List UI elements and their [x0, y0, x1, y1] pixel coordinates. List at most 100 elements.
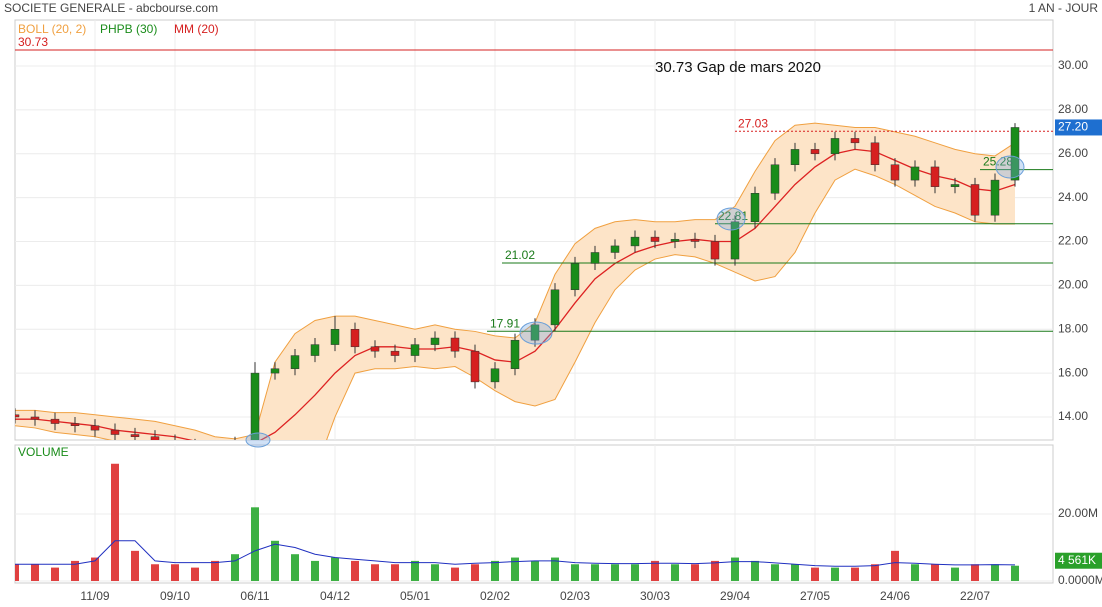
- candle-body: [930, 166, 940, 187]
- volume-bar: [831, 567, 839, 581]
- volume-bar: [931, 564, 939, 581]
- volume-bar: [871, 564, 879, 581]
- legend-phpb: PHPB (30): [100, 22, 157, 36]
- price-plot: [15, 20, 1053, 440]
- candle-body: [550, 289, 560, 326]
- volume-bar: [191, 567, 199, 581]
- volume-bar: [571, 564, 579, 581]
- y-tick-label: 16.00: [1058, 365, 1088, 379]
- volume-bar: [371, 564, 379, 581]
- candle-body: [850, 138, 860, 144]
- level-label: 27.03: [738, 116, 768, 130]
- volume-bar: [771, 564, 779, 581]
- volume-bar: [71, 560, 79, 581]
- volume-bar: [411, 560, 419, 581]
- x-tick-label: 11/09: [80, 589, 109, 603]
- x-tick-label: 29/04: [720, 589, 750, 603]
- volume-bar: [471, 564, 479, 581]
- volume-bar: [611, 564, 619, 581]
- candle-body: [970, 184, 980, 216]
- highlight: [995, 155, 1025, 179]
- candle-body: [150, 436, 160, 440]
- x-tick-label: 09/10: [160, 589, 190, 603]
- y-tick-label: 20.00: [1058, 278, 1088, 292]
- annotation: 30.73 Gap de mars 2020: [655, 59, 821, 76]
- candle-body: [30, 416, 40, 420]
- last-price-label: 27.20: [1058, 120, 1088, 134]
- volume-bar: [291, 554, 299, 581]
- candle-body: [50, 418, 60, 424]
- volume-bar: [711, 560, 719, 581]
- y-tick-label: 30.00: [1058, 58, 1088, 72]
- last-price-box: [1055, 119, 1102, 136]
- x-tick-label: 02/02: [480, 589, 510, 603]
- candle-body: [590, 252, 600, 264]
- volume-bar: [391, 564, 399, 581]
- volume-bar: [211, 560, 219, 581]
- highlight: [245, 432, 271, 448]
- volume-bar: [811, 567, 819, 581]
- volume-bar: [311, 560, 319, 581]
- candle-body: [470, 350, 480, 383]
- x-tick-label: 04/12: [320, 589, 350, 603]
- volume-bar: [451, 567, 459, 581]
- title: SOCIETE GENERALE - abcbourse.com: [4, 1, 218, 15]
- candle-body: [510, 339, 520, 369]
- candle-body: [570, 263, 580, 291]
- candle-body: [70, 423, 80, 426]
- candle-body: [1010, 127, 1020, 181]
- candle-body: [650, 236, 660, 242]
- x-tick-label: 24/06: [880, 589, 910, 603]
- volume-bar: [271, 540, 279, 581]
- x-tick-label: 22/07: [960, 589, 990, 603]
- volume-bar: [671, 564, 679, 581]
- volume-bar: [91, 557, 99, 581]
- last-volume-label: 4 561K: [1058, 553, 1096, 567]
- candle-body: [870, 142, 880, 166]
- y-tick-label: 18.00: [1058, 321, 1088, 335]
- candle-body: [270, 368, 280, 374]
- y-tick-label: 0.0000M: [1058, 573, 1102, 587]
- volume-bar: [231, 554, 239, 581]
- x-tick-label: 02/03: [560, 589, 590, 603]
- volume-bar: [111, 463, 119, 581]
- x-tick-label: 06/11: [240, 589, 269, 603]
- candle-body: [610, 245, 620, 253]
- candle-body: [90, 425, 100, 431]
- volume-bar: [691, 564, 699, 581]
- y-tick-label: 20.00M: [1058, 506, 1098, 520]
- volume-bar: [851, 567, 859, 581]
- volume-bar: [991, 564, 999, 581]
- volume-ma: [15, 540, 1016, 567]
- highlight: [716, 207, 746, 231]
- candle-body: [810, 149, 820, 155]
- candle-body: [15, 414, 20, 418]
- candle-body: [750, 193, 760, 223]
- candle-body: [410, 344, 420, 356]
- legend-boll: BOLL (20, 2): [18, 22, 86, 36]
- volume-bar: [491, 560, 499, 581]
- candle-body: [690, 239, 700, 242]
- candle-body: [390, 350, 400, 356]
- x-tick-label: 05/01: [400, 589, 430, 603]
- volume-bar: [891, 550, 899, 581]
- candle-body: [730, 221, 740, 260]
- y-tick-label: 28.00: [1058, 102, 1088, 116]
- period: 1 AN - JOUR: [1029, 1, 1099, 15]
- y-tick-label: 22.00: [1058, 234, 1088, 248]
- candle-body: [910, 166, 920, 181]
- band-lower: [15, 168, 1015, 440]
- candle-body: [890, 164, 900, 181]
- level-label: 17.91: [490, 316, 520, 330]
- volume-bar: [751, 560, 759, 581]
- volume-bar: [171, 564, 179, 581]
- volume-bar: [591, 564, 599, 581]
- volume-bar: [15, 564, 19, 581]
- volume-bar: [351, 560, 359, 581]
- volume-bar: [731, 557, 739, 581]
- candle-body: [990, 179, 1000, 216]
- volume-bar: [331, 557, 339, 581]
- candle-body: [950, 184, 960, 187]
- volume-plot: [15, 445, 1053, 582]
- candle-body: [770, 164, 780, 194]
